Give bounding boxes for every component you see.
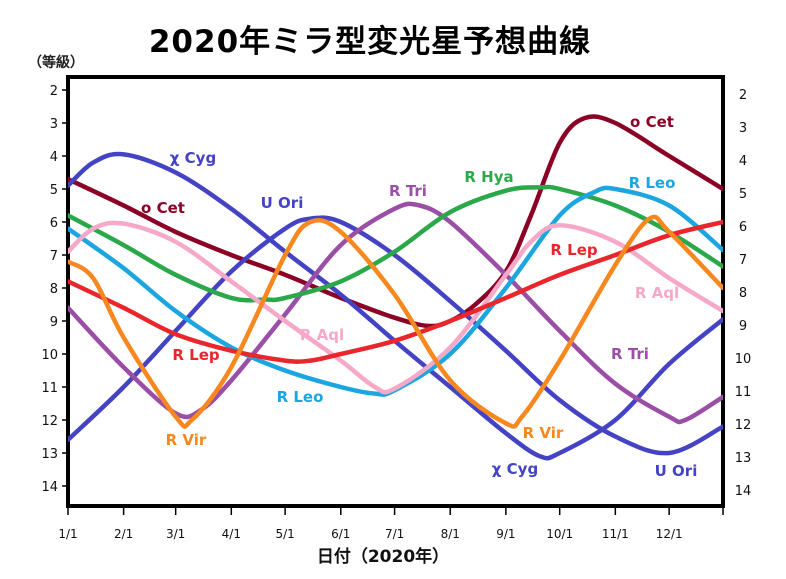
y-tick-label-left: 13 — [41, 447, 58, 462]
y-tick-label-right: 10 — [735, 352, 752, 367]
y-tick-label-left: 10 — [41, 348, 58, 363]
series-label: R Aql — [300, 326, 344, 344]
series-line-raql — [68, 220, 723, 395]
x-tick-label: 11/1 — [602, 527, 629, 541]
series-label: R Lep — [172, 346, 220, 364]
series-label: R Tri — [611, 345, 649, 363]
y-tick-label-left: 9 — [50, 315, 58, 330]
x-tick-label: 5/1 — [275, 527, 294, 541]
y-tick-label-right: 2 — [739, 88, 747, 103]
series-label: R Leo — [629, 174, 676, 192]
y-tick-label-left: 2 — [50, 84, 58, 99]
series-label: R Hya — [464, 168, 513, 186]
x-axis-label: 日付（2020年） — [316, 547, 450, 567]
y-tick-label-right: 13 — [735, 451, 752, 466]
series-line-rtri — [68, 201, 723, 425]
x-tick-label: 6/1 — [331, 527, 350, 541]
series-line-rhya — [68, 184, 723, 303]
x-tick-label: 4/1 — [222, 527, 241, 541]
x-tick-label: 10/1 — [546, 527, 573, 541]
x-tick-label: 12/1 — [656, 527, 683, 541]
y-tick-label-right: 7 — [739, 253, 747, 268]
y-tick-label-right: 14 — [735, 484, 752, 499]
x-tick-label: 3/1 — [166, 527, 185, 541]
y-tick-label-right: 9 — [739, 319, 747, 334]
series-label: R Leo — [277, 388, 324, 406]
x-tick-label: 2/1 — [114, 527, 133, 541]
series-label: χ Cyg — [492, 460, 538, 478]
series-line-rvir — [68, 214, 723, 429]
series-label: R Lep — [550, 241, 598, 259]
series-label: R Aql — [635, 284, 679, 302]
y-tick-label-right: 5 — [739, 187, 747, 202]
y-tick-label-left: 6 — [50, 216, 58, 231]
series-label: U Ori — [261, 194, 304, 212]
x-tick-label: 7/1 — [385, 527, 404, 541]
y-axis-label: （等級） — [28, 55, 84, 71]
y-tick-label-left: 11 — [41, 381, 58, 396]
series-label: χ Cyg — [170, 149, 216, 167]
y-tick-label-left: 8 — [50, 282, 58, 297]
y-tick-label-right: 8 — [739, 286, 747, 301]
y-tick-label-left: 5 — [50, 183, 58, 198]
y-tick-label-right: 4 — [739, 154, 747, 169]
chart-title: 2020年ミラ型変光星予想曲線 — [148, 24, 592, 60]
series-label: U Ori — [655, 462, 698, 480]
y-tick-label-left: 3 — [50, 117, 58, 132]
y-tick-label-right: 6 — [739, 220, 747, 235]
y-tick-label-right: 11 — [735, 385, 752, 400]
series-label: R Vir — [523, 424, 564, 442]
series-label: R Vir — [166, 431, 207, 449]
series-line-rlep — [68, 219, 723, 364]
y-tick-label-right: 3 — [739, 121, 747, 136]
y-tick-label-left: 14 — [41, 480, 58, 495]
series-label: o Cet — [141, 199, 185, 217]
y-tick-label-right: 12 — [735, 418, 752, 433]
x-tick-label: 1/1 — [58, 527, 77, 541]
x-tick-label: 8/1 — [441, 527, 460, 541]
series-line-uori — [68, 215, 723, 456]
series-label: o Cet — [630, 113, 674, 131]
y-tick-label-left: 12 — [41, 414, 58, 429]
y-tick-label-left: 4 — [50, 150, 58, 165]
y-tick-label-left: 7 — [50, 249, 58, 264]
series-label: R Tri — [389, 182, 427, 200]
x-tick-label: 9/1 — [496, 527, 515, 541]
